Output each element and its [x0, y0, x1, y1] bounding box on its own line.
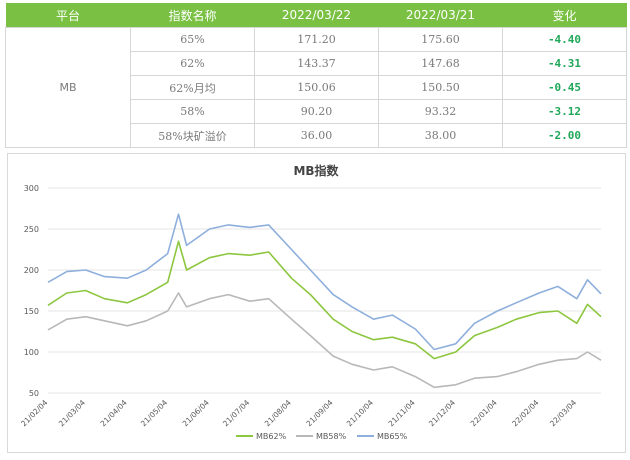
value-cell: 175.60 [378, 27, 503, 52]
legend-label: MB62% [256, 432, 287, 441]
table-row: 58% 90.20 93.32 -3.12 [6, 99, 627, 124]
index-name-cell: 58%块矿溢价 [130, 123, 255, 148]
y-tick-label: 100 [24, 348, 39, 357]
header-index-name: 指数名称 [130, 3, 255, 28]
series-line-mb65% [47, 213, 602, 351]
x-tick-label: 21/12/04 [427, 398, 457, 428]
change-cell: -4.31 [502, 51, 627, 76]
y-tick-label: 300 [24, 184, 39, 193]
chart-container: MB指数 50 100 150 200 250 300 21/02/04 21/03/04 2… [7, 153, 626, 453]
mb-index-chart: MB指数 50 100 150 200 250 300 21/02/04 21/03/04 2… [19, 163, 602, 441]
table-row: MB 65% 171.20 175.60 -4.40 [5, 27, 627, 148]
y-tick-label: 250 [24, 225, 39, 234]
header-change: 变化 [502, 3, 627, 28]
header-platform: 平台 [5, 3, 131, 28]
x-tick-label: 21/02/04 [19, 398, 49, 428]
x-tick-label: 21/05/04 [139, 398, 169, 428]
table-header-row: 平台 指数名称 2022/03/22 2022/03/21 变化 [5, 3, 627, 28]
header-date-2: 2022/03/21 [378, 3, 503, 28]
series-line-mb58% [47, 292, 602, 389]
y-tick-label: 150 [24, 307, 39, 316]
price-table: 平台 指数名称 2022/03/22 2022/03/21 变化 MB 65% … [5, 3, 627, 148]
series-line-mb62% [47, 240, 602, 360]
y-tick-label: 200 [24, 266, 39, 275]
chart-title: MB指数 [293, 163, 339, 178]
change-cell: -2.00 [502, 123, 627, 148]
x-tick-label: 21/06/04 [181, 398, 211, 428]
legend-label: MB58% [316, 432, 347, 441]
value-cell: 36.00 [254, 123, 379, 148]
x-tick-label: 22/01/04 [469, 398, 499, 428]
x-tick-label: 22/03/04 [548, 398, 578, 428]
index-name-cell: 62%月均 [130, 75, 255, 100]
x-tick-label: 22/02/04 [510, 398, 540, 428]
index-name-cell: 65% [130, 27, 255, 52]
x-tick-label: 21/04/04 [99, 398, 129, 428]
x-tick-label: 21/07/04 [221, 398, 251, 428]
table-row: 58%块矿溢价 36.00 38.00 -2.00 [6, 123, 627, 148]
change-cell: -3.12 [502, 99, 627, 124]
x-tick-label: 21/09/04 [304, 398, 334, 428]
x-tick-label: 21/10/04 [345, 398, 375, 428]
index-name-cell: 58% [130, 99, 255, 124]
table-row: 62% 143.37 147.68 -4.31 [6, 51, 627, 76]
value-cell: 38.00 [378, 123, 503, 148]
y-tick-label: 50 [29, 389, 39, 398]
value-cell: 150.06 [254, 75, 379, 100]
value-cell: 147.68 [378, 51, 503, 76]
change-cell: -0.45 [502, 75, 627, 100]
legend-label: MB65% [377, 432, 408, 441]
value-cell: 90.20 [254, 99, 379, 124]
value-cell: 143.37 [254, 51, 379, 76]
value-cell: 150.50 [378, 75, 503, 100]
x-tick-label: 21/08/04 [263, 398, 293, 428]
x-tick-label: 21/11/04 [387, 398, 417, 428]
value-cell: 171.20 [254, 27, 379, 52]
change-cell: -4.40 [502, 27, 627, 52]
table-row: 62%月均 150.06 150.50 -0.45 [6, 75, 627, 100]
platform-cell: MB [5, 27, 131, 148]
x-tick-label: 21/03/04 [57, 398, 87, 428]
index-name-cell: 62% [130, 51, 255, 76]
header-date-1: 2022/03/22 [254, 3, 379, 28]
value-cell: 93.32 [378, 99, 503, 124]
